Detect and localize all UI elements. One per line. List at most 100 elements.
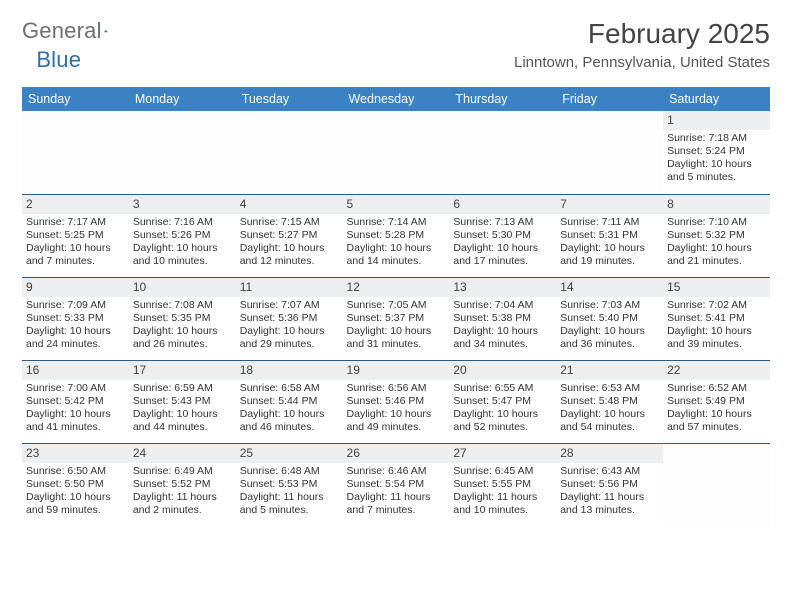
calendar-page: General February 2025 Linntown, Pennsylv…	[0, 0, 792, 526]
sunrise-line: Sunrise: 7:15 AM	[240, 216, 339, 229]
daylight-line1: Daylight: 10 hours	[240, 325, 339, 338]
weekday-row: SundayMondayTuesdayWednesdayThursdayFrid…	[22, 87, 770, 111]
day-number: 4	[236, 195, 343, 214]
sunset-line: Sunset: 5:47 PM	[453, 395, 552, 408]
daylight-line2: and 26 minutes.	[133, 338, 232, 351]
sunrise-line: Sunrise: 6:59 AM	[133, 382, 232, 395]
sunrise-line: Sunrise: 7:09 AM	[26, 299, 125, 312]
brand-logo: General	[22, 18, 130, 44]
calendar-cell	[663, 443, 770, 526]
sunrise-line: Sunrise: 6:49 AM	[133, 465, 232, 478]
calendar-head: SundayMondayTuesdayWednesdayThursdayFrid…	[22, 87, 770, 111]
calendar-cell	[129, 111, 236, 194]
calendar-week: 1Sunrise: 7:18 AMSunset: 5:24 PMDaylight…	[22, 111, 770, 194]
sunset-line: Sunset: 5:52 PM	[133, 478, 232, 491]
calendar-body: 1Sunrise: 7:18 AMSunset: 5:24 PMDaylight…	[22, 111, 770, 526]
calendar-cell: 4Sunrise: 7:15 AMSunset: 5:27 PMDaylight…	[236, 194, 343, 277]
day-data: Sunrise: 6:52 AMSunset: 5:49 PMDaylight:…	[663, 380, 770, 437]
sunset-line: Sunset: 5:44 PM	[240, 395, 339, 408]
calendar-cell: 12Sunrise: 7:05 AMSunset: 5:37 PMDayligh…	[343, 277, 450, 360]
day-number: 3	[129, 195, 236, 214]
calendar-cell: 26Sunrise: 6:46 AMSunset: 5:54 PMDayligh…	[343, 443, 450, 526]
day-number: 23	[22, 444, 129, 463]
daylight-line1: Daylight: 10 hours	[133, 325, 232, 338]
daylight-line2: and 36 minutes.	[560, 338, 659, 351]
calendar-cell: 15Sunrise: 7:02 AMSunset: 5:41 PMDayligh…	[663, 277, 770, 360]
calendar-cell	[449, 111, 556, 194]
calendar-cell: 21Sunrise: 6:53 AMSunset: 5:48 PMDayligh…	[556, 360, 663, 443]
day-number: 17	[129, 361, 236, 380]
day-data: Sunrise: 6:49 AMSunset: 5:52 PMDaylight:…	[129, 463, 236, 520]
daylight-line2: and 14 minutes.	[347, 255, 446, 268]
sunrise-line: Sunrise: 6:50 AM	[26, 465, 125, 478]
calendar-cell: 5Sunrise: 7:14 AMSunset: 5:28 PMDaylight…	[343, 194, 450, 277]
calendar-cell: 11Sunrise: 7:07 AMSunset: 5:36 PMDayligh…	[236, 277, 343, 360]
day-data: Sunrise: 7:05 AMSunset: 5:37 PMDaylight:…	[343, 297, 450, 354]
day-number: 28	[556, 444, 663, 463]
brand-word2: Blue	[36, 47, 81, 73]
day-number: 6	[449, 195, 556, 214]
day-number: 11	[236, 278, 343, 297]
calendar-cell: 14Sunrise: 7:03 AMSunset: 5:40 PMDayligh…	[556, 277, 663, 360]
day-data: Sunrise: 7:08 AMSunset: 5:35 PMDaylight:…	[129, 297, 236, 354]
calendar-week: 9Sunrise: 7:09 AMSunset: 5:33 PMDaylight…	[22, 277, 770, 360]
daylight-line2: and 10 minutes.	[453, 504, 552, 517]
daylight-line2: and 29 minutes.	[240, 338, 339, 351]
calendar-cell: 9Sunrise: 7:09 AMSunset: 5:33 PMDaylight…	[22, 277, 129, 360]
day-number: 13	[449, 278, 556, 297]
weekday-sunday: Sunday	[22, 87, 129, 111]
calendar-cell: 1Sunrise: 7:18 AMSunset: 5:24 PMDaylight…	[663, 111, 770, 194]
daylight-line1: Daylight: 10 hours	[26, 408, 125, 421]
brand-word1: General	[22, 18, 102, 44]
day-number: 14	[556, 278, 663, 297]
sunset-line: Sunset: 5:46 PM	[347, 395, 446, 408]
daylight-line1: Daylight: 11 hours	[453, 491, 552, 504]
calendar-cell: 6Sunrise: 7:13 AMSunset: 5:30 PMDaylight…	[449, 194, 556, 277]
daylight-line1: Daylight: 10 hours	[667, 325, 766, 338]
daylight-line1: Daylight: 10 hours	[26, 325, 125, 338]
sunset-line: Sunset: 5:55 PM	[453, 478, 552, 491]
daylight-line2: and 5 minutes.	[667, 171, 766, 184]
day-data: Sunrise: 7:15 AMSunset: 5:27 PMDaylight:…	[236, 214, 343, 271]
daylight-line2: and 13 minutes.	[560, 504, 659, 517]
calendar-cell	[343, 111, 450, 194]
daylight-line1: Daylight: 11 hours	[240, 491, 339, 504]
weekday-monday: Monday	[129, 87, 236, 111]
day-data: Sunrise: 7:10 AMSunset: 5:32 PMDaylight:…	[663, 214, 770, 271]
calendar-cell: 8Sunrise: 7:10 AMSunset: 5:32 PMDaylight…	[663, 194, 770, 277]
day-number: 1	[663, 111, 770, 130]
sunset-line: Sunset: 5:36 PM	[240, 312, 339, 325]
sunrise-line: Sunrise: 7:10 AM	[667, 216, 766, 229]
daylight-line1: Daylight: 10 hours	[240, 242, 339, 255]
calendar-week: 16Sunrise: 7:00 AMSunset: 5:42 PMDayligh…	[22, 360, 770, 443]
sail-icon	[104, 22, 108, 40]
daylight-line2: and 31 minutes.	[347, 338, 446, 351]
day-number: 21	[556, 361, 663, 380]
daylight-line2: and 52 minutes.	[453, 421, 552, 434]
day-data: Sunrise: 7:11 AMSunset: 5:31 PMDaylight:…	[556, 214, 663, 271]
sunset-line: Sunset: 5:30 PM	[453, 229, 552, 242]
daylight-line1: Daylight: 10 hours	[453, 325, 552, 338]
day-data: Sunrise: 6:59 AMSunset: 5:43 PMDaylight:…	[129, 380, 236, 437]
sunset-line: Sunset: 5:28 PM	[347, 229, 446, 242]
daylight-line1: Daylight: 10 hours	[453, 242, 552, 255]
day-data: Sunrise: 7:18 AMSunset: 5:24 PMDaylight:…	[663, 130, 770, 187]
calendar-table: SundayMondayTuesdayWednesdayThursdayFrid…	[22, 87, 770, 526]
calendar-cell: 2Sunrise: 7:17 AMSunset: 5:25 PMDaylight…	[22, 194, 129, 277]
sunrise-line: Sunrise: 6:46 AM	[347, 465, 446, 478]
calendar-cell: 22Sunrise: 6:52 AMSunset: 5:49 PMDayligh…	[663, 360, 770, 443]
daylight-line2: and 39 minutes.	[667, 338, 766, 351]
daylight-line1: Daylight: 11 hours	[133, 491, 232, 504]
sunset-line: Sunset: 5:40 PM	[560, 312, 659, 325]
daylight-line2: and 7 minutes.	[347, 504, 446, 517]
day-data: Sunrise: 7:17 AMSunset: 5:25 PMDaylight:…	[22, 214, 129, 271]
calendar-cell: 23Sunrise: 6:50 AMSunset: 5:50 PMDayligh…	[22, 443, 129, 526]
calendar-cell: 19Sunrise: 6:56 AMSunset: 5:46 PMDayligh…	[343, 360, 450, 443]
month-title: February 2025	[514, 18, 770, 50]
day-number: 26	[343, 444, 450, 463]
daylight-line2: and 46 minutes.	[240, 421, 339, 434]
sunrise-line: Sunrise: 6:48 AM	[240, 465, 339, 478]
sunset-line: Sunset: 5:33 PM	[26, 312, 125, 325]
daylight-line2: and 2 minutes.	[133, 504, 232, 517]
calendar-cell	[22, 111, 129, 194]
